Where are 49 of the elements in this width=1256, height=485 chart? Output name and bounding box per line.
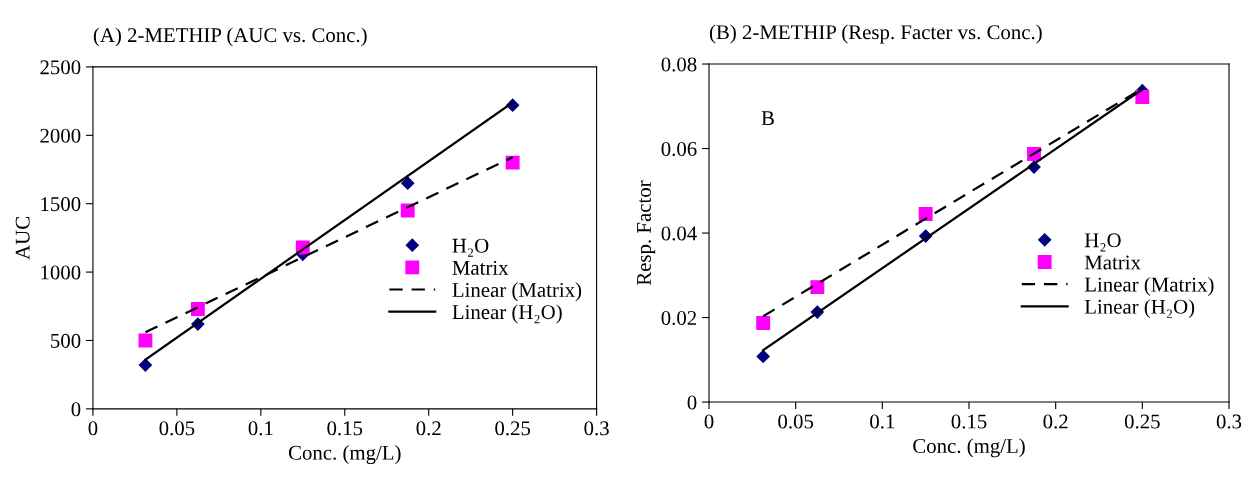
y-tick-label: 0 <box>687 395 697 410</box>
y-tick-label: 2500 <box>40 60 81 75</box>
point <box>138 333 153 348</box>
y-tick-label: 0.04 <box>661 226 697 241</box>
x-tick-label: 0.1 <box>248 421 273 436</box>
point <box>505 155 520 170</box>
point <box>401 176 415 190</box>
legend-label: Linear (H₂O) <box>1084 299 1195 319</box>
chart-title: (A) 2-METHIP (AUC vs. Conc.) <box>93 27 367 47</box>
legend-label: Linear (Matrix) <box>452 282 582 302</box>
point <box>810 280 825 295</box>
point <box>138 358 152 372</box>
x-tick-label: 0.25 <box>1124 414 1160 429</box>
legend-label: H₂O <box>452 238 489 257</box>
y-axis-title: AUC <box>15 217 30 260</box>
x-tick-label: 0.05 <box>778 414 814 429</box>
point <box>756 349 770 364</box>
legend-label: Matrix <box>1084 255 1141 270</box>
point <box>1135 90 1150 104</box>
x-axis-title: Conc. (mg/L) <box>913 438 1025 458</box>
x-tick-label: 0.15 <box>327 421 363 436</box>
annotation: B <box>761 111 774 125</box>
x-tick-label: 0.3 <box>584 421 609 436</box>
point <box>756 316 771 330</box>
y-tick-label: 1000 <box>41 265 81 280</box>
y-tick-label: 1500 <box>41 197 81 212</box>
y-axis-title: Resp. Factor <box>637 180 656 286</box>
x-tick-label: 0.25 <box>495 421 531 436</box>
x-tick-label: 0.15 <box>951 414 987 429</box>
legend-label: Matrix <box>452 260 509 275</box>
x-tick-label: 0.1 <box>870 414 895 429</box>
y-tick-label: 500 <box>51 333 81 348</box>
x-axis-title: Conc. (mg/L) <box>288 445 401 465</box>
x-tick-label: 0.3 <box>1216 414 1242 429</box>
x-tick-label: 0.2 <box>1043 414 1068 429</box>
legend-label: H₂O <box>1084 233 1121 252</box>
x-tick-label: 0.2 <box>416 421 441 436</box>
x-tick-label: 0 <box>704 414 714 429</box>
y-tick-label: 0.06 <box>661 141 697 157</box>
x-tick-label: 0 <box>88 421 98 436</box>
legend-label: Linear (H₂O) <box>452 304 562 324</box>
y-tick-label: 0 <box>71 402 81 417</box>
chart-title: (B) 2-METHIP (Resp. Facter vs. Conc.) <box>709 24 1042 44</box>
x-tick-label: 0.05 <box>159 421 195 436</box>
point <box>918 207 933 221</box>
legend-label: Linear (Matrix) <box>1084 276 1214 296</box>
y-tick-label: 0.08 <box>661 57 697 72</box>
y-tick-label: 0.02 <box>661 310 697 326</box>
y-tick-label: 2000 <box>40 128 81 143</box>
